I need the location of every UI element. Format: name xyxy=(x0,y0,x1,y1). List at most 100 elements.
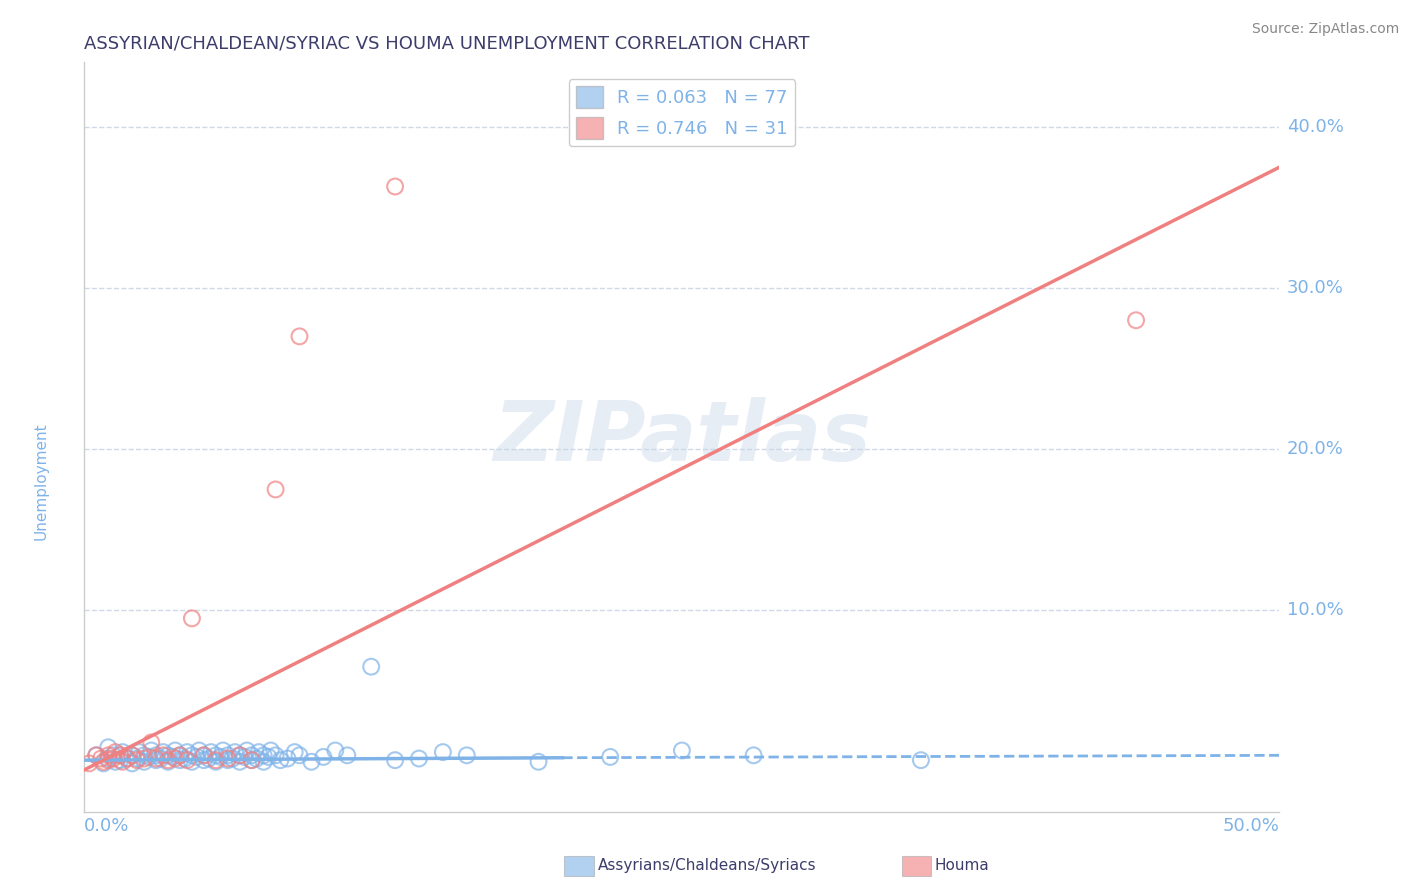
Point xyxy=(141,735,163,749)
Point xyxy=(217,751,239,765)
Point xyxy=(141,743,163,757)
Point xyxy=(97,751,120,765)
Point xyxy=(186,750,208,764)
Point xyxy=(77,756,100,771)
Point xyxy=(169,748,191,763)
Point xyxy=(86,748,108,763)
Text: 0.0%: 0.0% xyxy=(84,816,129,835)
Point xyxy=(260,743,283,757)
Point xyxy=(101,751,124,765)
Point xyxy=(742,748,765,763)
Point xyxy=(301,755,323,769)
Point xyxy=(288,748,311,763)
Point xyxy=(205,748,228,763)
Point xyxy=(245,751,267,765)
Point xyxy=(197,751,219,765)
Point xyxy=(671,743,693,757)
Point xyxy=(253,755,276,769)
Point xyxy=(233,750,256,764)
Point xyxy=(217,753,239,767)
Point xyxy=(229,755,252,769)
Point xyxy=(193,748,215,763)
Point xyxy=(193,748,215,763)
Point xyxy=(110,753,132,767)
Point xyxy=(181,748,204,763)
Point xyxy=(176,753,198,767)
Point xyxy=(193,753,215,767)
Text: ASSYRIAN/CHALDEAN/SYRIAC VS HOUMA UNEMPLOYMENT CORRELATION CHART: ASSYRIAN/CHALDEAN/SYRIAC VS HOUMA UNEMPL… xyxy=(84,35,810,53)
Point xyxy=(288,329,311,343)
Point xyxy=(97,748,120,763)
Point xyxy=(527,755,550,769)
Point xyxy=(432,745,454,759)
Point xyxy=(284,745,307,759)
Point xyxy=(86,748,108,763)
Point xyxy=(157,748,180,763)
Point xyxy=(205,753,228,767)
Point xyxy=(336,748,359,763)
Point xyxy=(408,751,430,765)
Point xyxy=(162,750,184,764)
Text: 50.0%: 50.0% xyxy=(1223,816,1279,835)
Text: Source: ZipAtlas.com: Source: ZipAtlas.com xyxy=(1251,22,1399,37)
Point xyxy=(145,753,167,767)
Text: Houma: Houma xyxy=(935,858,990,872)
Point xyxy=(456,748,478,763)
Text: 40.0%: 40.0% xyxy=(1286,118,1344,136)
Point xyxy=(240,753,263,767)
Point xyxy=(264,748,287,763)
Point xyxy=(132,755,156,769)
Point xyxy=(312,750,335,764)
Point xyxy=(145,751,167,765)
Text: 10.0%: 10.0% xyxy=(1286,601,1343,619)
Point xyxy=(121,748,143,763)
Text: Unemployment: Unemployment xyxy=(34,423,49,541)
Point xyxy=(93,755,115,769)
Point xyxy=(181,755,204,769)
Point xyxy=(93,756,115,771)
Point xyxy=(121,756,143,771)
Text: 30.0%: 30.0% xyxy=(1286,279,1344,297)
Point xyxy=(152,748,174,763)
Point xyxy=(169,753,191,767)
Point xyxy=(117,751,139,765)
Point xyxy=(229,748,252,763)
Point xyxy=(145,748,167,763)
Point xyxy=(240,753,263,767)
Point xyxy=(229,748,252,763)
Point xyxy=(165,751,187,765)
Point xyxy=(181,611,204,625)
Text: Assyrians/Chaldeans/Syriacs: Assyrians/Chaldeans/Syriacs xyxy=(598,858,815,872)
Point xyxy=(128,745,150,759)
Point xyxy=(599,750,621,764)
Point xyxy=(188,743,211,757)
Point xyxy=(253,748,276,763)
Bar xyxy=(564,856,593,876)
Point xyxy=(90,751,112,765)
Point xyxy=(111,755,134,769)
Point xyxy=(169,748,191,763)
Point xyxy=(97,740,120,755)
Point xyxy=(157,755,180,769)
Point xyxy=(176,745,198,759)
Point xyxy=(152,745,174,759)
Point xyxy=(224,745,246,759)
Point xyxy=(236,743,259,757)
Point xyxy=(173,751,195,765)
Point xyxy=(269,753,291,767)
Point xyxy=(384,753,406,767)
Point xyxy=(157,753,180,767)
Text: ZIPatlas: ZIPatlas xyxy=(494,397,870,477)
Point xyxy=(910,753,932,767)
Point xyxy=(384,179,406,194)
Point xyxy=(200,745,222,759)
Bar xyxy=(901,856,932,876)
Point xyxy=(110,748,132,763)
Point xyxy=(1125,313,1147,327)
Point xyxy=(121,748,143,763)
Point xyxy=(132,748,156,763)
Point xyxy=(360,659,382,673)
Point xyxy=(165,743,187,757)
Point xyxy=(101,748,124,763)
Point xyxy=(125,751,148,765)
